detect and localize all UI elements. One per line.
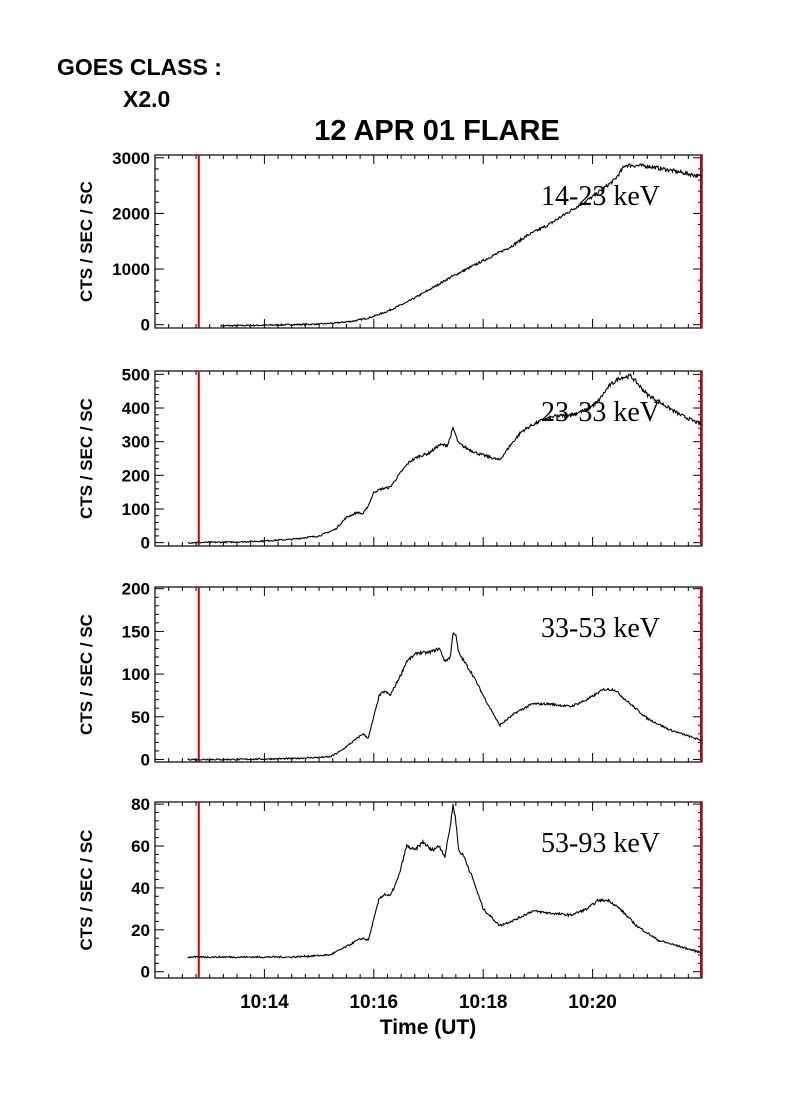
series-line xyxy=(187,631,703,762)
y-tick-label: 1000 xyxy=(112,260,150,279)
y-tick-label: 0 xyxy=(141,316,150,335)
energy-band-label: 33-53 keV xyxy=(541,613,660,644)
y-tick-label: 80 xyxy=(131,795,150,814)
x-tick-label: 10:14 xyxy=(240,992,289,1013)
goes-class-value: X2.0 xyxy=(123,86,171,112)
y-tick-label: 2000 xyxy=(112,204,150,223)
series-line xyxy=(220,163,703,328)
y-tick-label: 200 xyxy=(122,466,150,485)
x-tick-label: 10:18 xyxy=(459,992,508,1013)
y-tick-label: 100 xyxy=(122,665,150,684)
y-tick-label: 300 xyxy=(122,433,150,452)
series-line xyxy=(187,373,703,544)
y-tick-label: 40 xyxy=(131,879,150,898)
y-tick-label: 0 xyxy=(141,534,150,553)
x-tick-label: 10:20 xyxy=(568,992,617,1013)
chart-title: 12 APR 01 FLARE xyxy=(314,115,560,147)
energy-band-label: 14-23 keV xyxy=(541,181,660,212)
x-axis-label: Time (UT) xyxy=(380,1016,476,1039)
energy-band-label: 23-33 keV xyxy=(541,397,660,428)
y-tick-label: 50 xyxy=(131,708,150,727)
y-tick-label: 60 xyxy=(131,837,150,856)
y-tick-label: 20 xyxy=(131,921,150,940)
y-axis-label: CTS / SEC / SC xyxy=(77,398,96,519)
y-tick-label: 3000 xyxy=(112,149,150,168)
y-tick-label: 150 xyxy=(122,622,150,641)
y-tick-label: 200 xyxy=(122,580,150,599)
y-axis-label: CTS / SEC / SC xyxy=(77,181,96,302)
series-line xyxy=(187,803,703,959)
x-tick-label: 10:16 xyxy=(349,992,398,1013)
goes-class-label: GOES CLASS : xyxy=(57,54,222,80)
y-tick-label: 500 xyxy=(122,365,150,384)
y-tick-label: 100 xyxy=(122,500,150,519)
y-tick-label: 0 xyxy=(141,963,150,982)
y-tick-label: 0 xyxy=(141,750,150,769)
y-axis-label: CTS / SEC / SC xyxy=(77,614,96,735)
y-tick-label: 400 xyxy=(122,399,150,418)
y-axis-label: CTS / SEC / SC xyxy=(77,830,96,951)
energy-band-label: 53-93 keV xyxy=(541,828,660,859)
